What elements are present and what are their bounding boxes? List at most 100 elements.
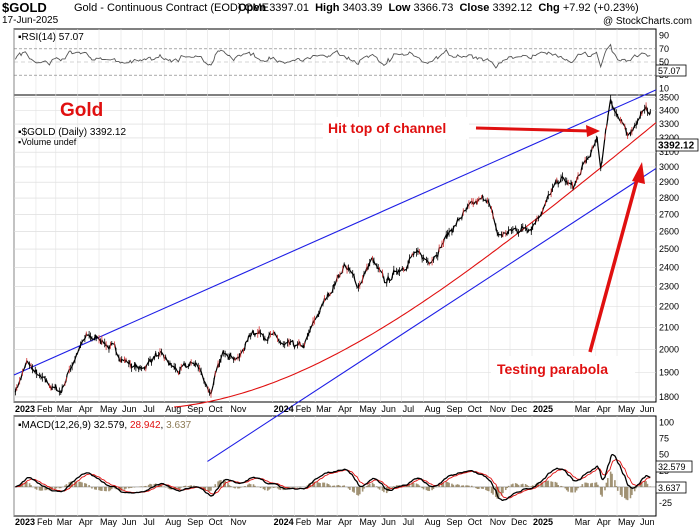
price-series xyxy=(13,89,657,462)
price-tick-label: 3500 xyxy=(659,93,679,103)
symbol-title: $GOLD xyxy=(2,0,47,15)
macd-indicator xyxy=(15,453,652,501)
hist-value-badge: 3.637 xyxy=(655,481,687,494)
x-tick-label: Feb xyxy=(37,517,53,527)
gridlines xyxy=(13,29,656,516)
price-tick-label: 2000 xyxy=(659,345,679,355)
x-axis-labels: 20232023FebFebMarMarAprAprMayMayJunJunJu… xyxy=(15,404,655,527)
rsi-tick-label: 70 xyxy=(659,44,669,54)
annotation-bottom-text: Testing parabola xyxy=(497,361,608,377)
x-tick-label: Apr xyxy=(338,517,352,527)
x-tick-label: 2025 xyxy=(533,517,553,527)
channel-lower-line xyxy=(207,168,657,462)
brand-watermark: @ StockCharts.com xyxy=(602,16,692,27)
x-tick-label: Mar xyxy=(57,404,73,414)
x-tick-label: May xyxy=(618,404,636,414)
x-tick-label: Jul xyxy=(403,404,415,414)
x-tick-label: Jun xyxy=(122,517,137,527)
x-tick-label: Jun xyxy=(381,404,396,414)
price-panel xyxy=(13,94,657,403)
x-tick-label: Jun xyxy=(640,517,655,527)
price-tick-label: 3200 xyxy=(659,133,679,143)
macd-value-badge: 32.579 xyxy=(655,460,693,473)
price-tick-label: 2500 xyxy=(659,244,679,254)
price-value-badge: 3392.12 xyxy=(655,138,699,152)
rsi-tick-label: 90 xyxy=(659,31,669,41)
x-tick-label: May xyxy=(100,517,118,527)
x-tick-label: Aug xyxy=(425,404,441,414)
price-tick-label: 2800 xyxy=(659,193,679,203)
price-tick-label: 2200 xyxy=(659,302,679,312)
x-tick-label: Jun xyxy=(640,404,655,414)
x-tick-label: Feb xyxy=(37,404,53,414)
x-tick-label: Aug xyxy=(425,517,441,527)
x-tick-label: May xyxy=(359,404,377,414)
x-tick-label: 2023 xyxy=(15,517,35,527)
symbol-description: Gold - Continuous Contract (EOD) CME xyxy=(74,2,270,14)
price-tick-label: 3300 xyxy=(659,119,679,129)
x-tick-label: Aug xyxy=(165,404,181,414)
macd-signal-line xyxy=(15,458,651,499)
price-tick-label: 3400 xyxy=(659,106,679,116)
gold-title: Gold xyxy=(60,100,103,121)
price-tick-label: 2700 xyxy=(659,209,679,219)
macd-tick-label: 100 xyxy=(659,417,674,427)
x-tick-label: Sep xyxy=(447,404,463,414)
x-tick-label: Nov xyxy=(230,517,247,527)
x-tick-label: Apr xyxy=(338,404,352,414)
x-tick-label: Sep xyxy=(447,517,463,527)
x-tick-label: Dec xyxy=(511,404,528,414)
macd-line xyxy=(15,453,651,501)
macd-tick-label: 75 xyxy=(659,434,669,444)
x-tick-label: Jul xyxy=(143,404,155,414)
price-tick-label: 2400 xyxy=(659,262,679,272)
x-tick-label: 2025 xyxy=(533,404,553,414)
x-tick-label: 2024 xyxy=(274,517,294,527)
x-tick-label: Oct xyxy=(208,517,223,527)
svg-text:3392.12: 3392.12 xyxy=(658,141,695,152)
x-tick-label: Mar xyxy=(575,517,591,527)
x-tick-label: Apr xyxy=(79,517,93,527)
annotation-top-text: Hit top of channel xyxy=(328,120,446,136)
chart-header: $GOLD Gold - Continuous Contract (EOD) C… xyxy=(0,0,700,28)
x-tick-label: Apr xyxy=(597,404,611,414)
annotation-bottom-arrow xyxy=(588,175,640,353)
x-tick-label: Jun xyxy=(122,404,137,414)
quote-date: 17-Jun-2025 xyxy=(2,15,59,26)
macd-tick-label: 50 xyxy=(659,450,669,460)
macd-tick-label: -25 xyxy=(659,498,672,508)
y-axis-labels: 3500 3400 3300 3200 3100 3000 2900 2800 2700 2600… xyxy=(659,31,679,508)
rsi-tick-label: 10 xyxy=(659,83,669,93)
x-tick-label: Oct xyxy=(208,404,223,414)
price-tick-label: 3100 xyxy=(659,147,679,157)
rsi-label: ▪RSI(14) 57.07 xyxy=(18,32,84,43)
rsi-panel xyxy=(13,28,657,96)
channel-upper-line xyxy=(13,89,657,376)
price-tick-label: 2100 xyxy=(659,323,679,333)
x-tick-label: May xyxy=(100,404,118,414)
x-tick-label: 2023 xyxy=(15,404,35,414)
x-tick-label: Jul xyxy=(403,517,415,527)
rsi-indicator xyxy=(14,43,651,69)
price-tick-label: 1900 xyxy=(659,368,679,378)
price-tick-label: 2300 xyxy=(659,282,679,292)
rsi-line xyxy=(14,43,651,69)
quote-line: Open 3397.01 High 3403.39 Low 3366.73 Cl… xyxy=(238,2,639,14)
macd-panel xyxy=(13,415,657,517)
x-tick-label: May xyxy=(618,517,636,527)
x-tick-label: 2024 xyxy=(274,404,294,414)
x-tick-label: May xyxy=(359,517,377,527)
price-tick-label: 1800 xyxy=(659,392,679,402)
price-tick-label: 3000 xyxy=(659,162,679,172)
annotation-top-arrow xyxy=(475,126,591,133)
x-tick-label: Mar xyxy=(57,517,73,527)
svg-text:57.07: 57.07 xyxy=(658,66,681,76)
x-tick-label: Feb xyxy=(296,404,312,414)
x-tick-label: Oct xyxy=(468,517,483,527)
annotation-top: Hit top of channel xyxy=(323,117,600,139)
x-tick-label: Dec xyxy=(511,517,528,527)
x-tick-label: Nov xyxy=(490,517,507,527)
price-series-label: ▪$GOLD (Daily) 3392.12 xyxy=(18,127,126,138)
price-tick-label: 2900 xyxy=(659,177,679,187)
